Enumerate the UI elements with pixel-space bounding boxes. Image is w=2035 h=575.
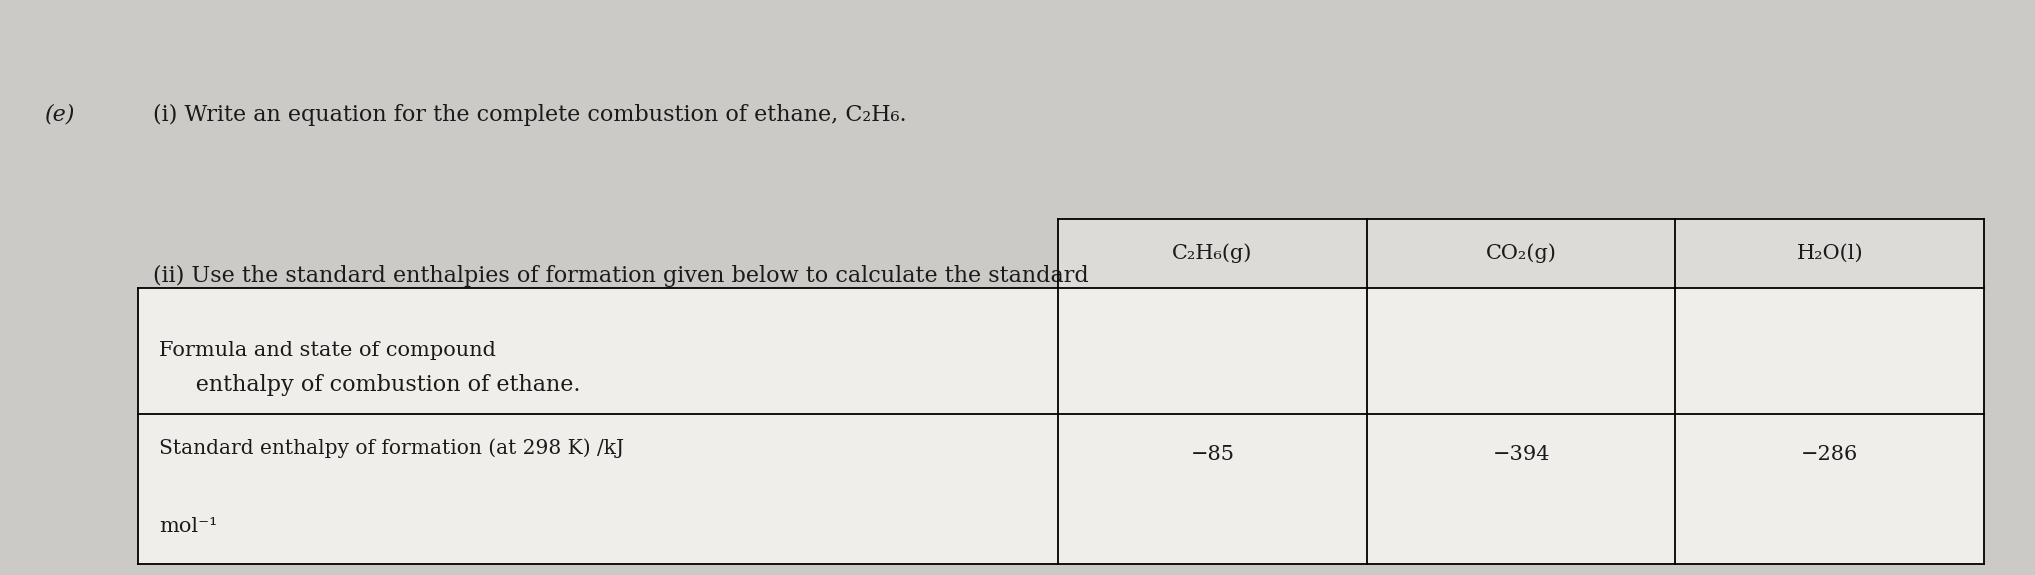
Text: enthalpy of combustion of ethane.: enthalpy of combustion of ethane. bbox=[153, 374, 580, 396]
Text: −394: −394 bbox=[1492, 444, 1551, 464]
Text: (e): (e) bbox=[45, 104, 75, 125]
Text: Standard enthalpy of formation (at 298 K) /kJ: Standard enthalpy of formation (at 298 K… bbox=[159, 439, 625, 458]
Text: CO₂(g): CO₂(g) bbox=[1486, 243, 1557, 263]
FancyBboxPatch shape bbox=[1058, 218, 1984, 288]
Text: H₂O(l): H₂O(l) bbox=[1797, 243, 1864, 263]
Text: (ii) Use the standard enthalpies of formation given below to calculate the stand: (ii) Use the standard enthalpies of form… bbox=[153, 264, 1089, 286]
Text: mol⁻¹: mol⁻¹ bbox=[159, 516, 218, 536]
FancyBboxPatch shape bbox=[138, 288, 1984, 564]
Text: C₂H₆(g): C₂H₆(g) bbox=[1172, 243, 1254, 263]
Text: Formula and state of compound: Formula and state of compound bbox=[159, 341, 497, 361]
Text: −85: −85 bbox=[1190, 444, 1235, 464]
Text: −286: −286 bbox=[1801, 444, 1858, 464]
Text: (i) Write an equation for the complete combustion of ethane, C₂H₆.: (i) Write an equation for the complete c… bbox=[153, 104, 906, 125]
